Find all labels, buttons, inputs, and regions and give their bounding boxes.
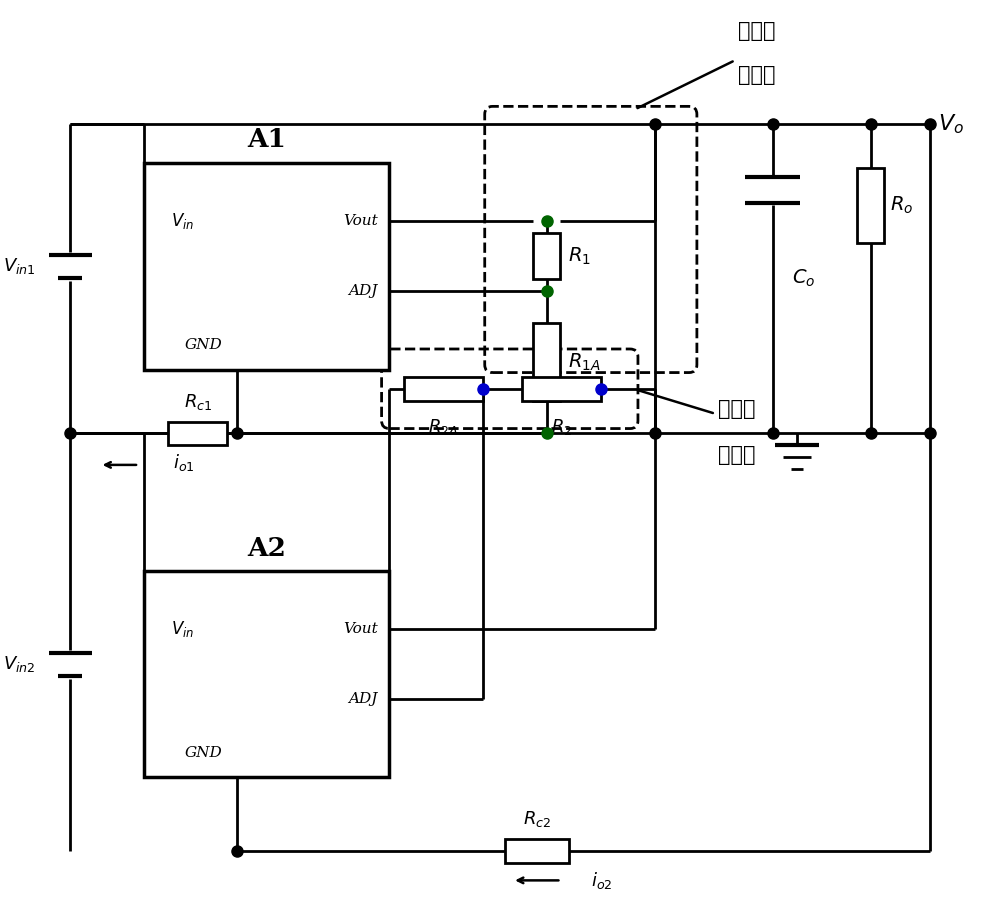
Bar [522,377,601,401]
Bar [144,163,389,370]
Text: $R_1$: $R_1$ [568,245,591,267]
Text: $R_o$: $R_o$ [890,195,914,217]
Bar [144,571,389,778]
Text: $R_2$: $R_2$ [550,417,572,437]
Text: 输出电: 输出电 [739,21,775,41]
Text: $R_{1A}$: $R_{1A}$ [568,352,601,373]
Text: GND: GND [185,745,223,759]
Text: ADJ: ADJ [348,692,377,706]
Text: A2: A2 [248,536,286,561]
Bar [168,421,228,445]
Text: $V_{in2}$: $V_{in2}$ [3,655,36,675]
Text: 压调整: 压调整 [739,65,775,85]
Text: 输出均: 输出均 [719,399,756,420]
Bar [505,839,568,863]
Text: 流调整: 流调整 [719,445,756,465]
Text: $R_{2A}$: $R_{2A}$ [429,417,458,437]
Text: Vout: Vout [343,214,377,228]
Text: $V_{in1}$: $V_{in1}$ [3,256,36,276]
Text: $V_{in}$: $V_{in}$ [171,211,195,231]
Text: $i_{o1}$: $i_{o1}$ [173,453,195,474]
Bar [857,168,884,243]
Text: $i_{o2}$: $i_{o2}$ [591,870,612,890]
Bar [533,233,560,279]
Text: $V_o$: $V_o$ [938,112,963,136]
Text: $R_{c2}$: $R_{c2}$ [523,810,550,829]
Bar [404,377,483,401]
Text: ADJ: ADJ [348,285,377,298]
Text: $V_{in}$: $V_{in}$ [171,619,195,639]
Bar [533,323,560,401]
Text: GND: GND [185,338,223,352]
Text: $C_o$: $C_o$ [792,268,816,289]
Text: $R_{c1}$: $R_{c1}$ [184,392,212,412]
Text: A1: A1 [248,127,286,151]
Text: Vout: Vout [343,621,377,636]
